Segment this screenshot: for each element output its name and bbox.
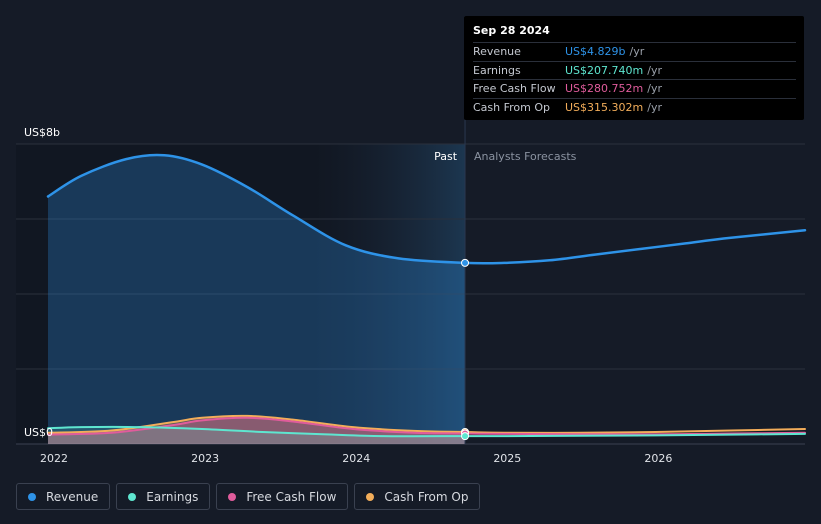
cash-from-op-line bbox=[47, 414, 806, 434]
earnings-area bbox=[48, 426, 465, 444]
x-tick-label: 2025 bbox=[493, 452, 521, 465]
legend-item-cash-from-op[interactable]: Cash From Op bbox=[354, 483, 481, 510]
tooltip-row-cash-from-op: Cash From Op US$315.302m /yr bbox=[473, 97, 796, 117]
tooltip-label: Cash From Op bbox=[473, 100, 551, 114]
tooltip-row-revenue: Revenue US$4.829b /yr bbox=[473, 42, 796, 61]
tooltip-value: US$280.752m bbox=[565, 82, 644, 96]
analysts-forecasts-label: Analysts Forecasts bbox=[474, 150, 577, 163]
legend-label: Revenue bbox=[46, 489, 99, 504]
legend-label: Earnings bbox=[146, 489, 199, 504]
revenue-area bbox=[48, 154, 465, 444]
legend-label: Free Cash Flow bbox=[246, 489, 337, 504]
tooltip-unit: /yr bbox=[647, 63, 662, 77]
revenue-marker bbox=[461, 258, 470, 267]
tooltip-unit: /yr bbox=[629, 45, 645, 59]
tooltip-value: US$315.302m bbox=[565, 100, 644, 114]
legend: Revenue Earnings Free Cash Flow Cash Fro… bbox=[16, 483, 481, 510]
x-tick-label: 2024 bbox=[342, 452, 370, 465]
legend-label: Cash From Op bbox=[384, 489, 469, 504]
tooltip-label: Revenue bbox=[473, 45, 521, 59]
tooltip-row-earnings: Earnings US$207.740m /yr bbox=[473, 60, 796, 80]
revenue-line bbox=[46, 153, 807, 265]
legend-dot-icon bbox=[128, 492, 137, 501]
legend-dot-icon bbox=[228, 492, 237, 501]
legend-item-free-cash-flow[interactable]: Free Cash Flow bbox=[216, 483, 349, 510]
tooltip-unit: /yr bbox=[647, 82, 662, 96]
tooltip-markers bbox=[461, 258, 470, 441]
grid-lines bbox=[16, 143, 805, 445]
tooltip-value: US$4.829b bbox=[565, 45, 626, 59]
y-axis-bottom-label: US$0 bbox=[24, 426, 53, 439]
tooltip-date: Sep 28 2024 bbox=[473, 24, 550, 37]
tooltip-label: Earnings bbox=[473, 63, 521, 77]
x-tick-label: 2022 bbox=[40, 452, 68, 465]
free-cash-flow-line bbox=[47, 416, 806, 436]
x-tick-label: 2023 bbox=[191, 452, 219, 465]
legend-dot-icon bbox=[366, 492, 375, 501]
past-label: Past bbox=[434, 150, 458, 163]
tooltip-label: Free Cash Flow bbox=[473, 82, 556, 96]
legend-dot-icon bbox=[28, 492, 36, 501]
cash-from-op-area bbox=[48, 415, 465, 444]
legend-item-earnings[interactable]: Earnings bbox=[116, 483, 211, 510]
y-axis-top-label: US$8b bbox=[24, 126, 60, 139]
x-axis-tick-labels: 2022 2023 2024 2025 2026 bbox=[40, 452, 672, 465]
tooltip-value: US$207.740m bbox=[565, 63, 644, 77]
tooltip-panel: Sep 28 2024 Revenue US$4.829b /yr Earnin… bbox=[464, 16, 804, 120]
tooltip-row-free-cash-flow: Free Cash Flow US$280.752m /yr bbox=[473, 79, 796, 98]
tooltip-unit: /yr bbox=[647, 100, 662, 114]
earnings-line bbox=[47, 425, 806, 438]
legend-item-revenue[interactable]: Revenue bbox=[16, 483, 111, 510]
x-tick-label: 2026 bbox=[644, 452, 672, 465]
earnings-marker bbox=[461, 432, 470, 441]
series-lines bbox=[46, 153, 807, 438]
